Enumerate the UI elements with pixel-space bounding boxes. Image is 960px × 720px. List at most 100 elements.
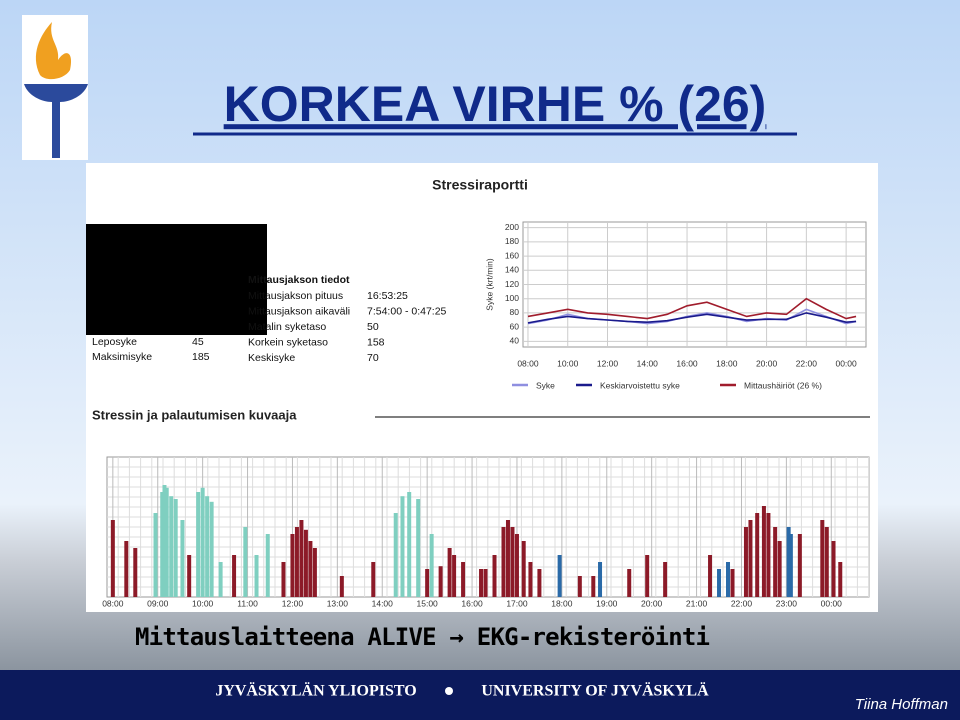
section-title: Stressin ja palautumisen kuvaaja: [92, 407, 297, 422]
x-tick-label: 10:00: [192, 598, 214, 608]
bar: [786, 527, 791, 597]
y-tick-label: 200: [505, 222, 519, 232]
x-tick-label: 17:00: [506, 598, 528, 608]
bar: [797, 534, 802, 597]
bar: [180, 520, 185, 597]
bar: [820, 520, 825, 597]
bar: [254, 555, 259, 597]
bar: [663, 562, 668, 597]
bar: [232, 555, 237, 597]
bar: [479, 569, 484, 597]
bar: [461, 562, 466, 597]
info-value: 50: [367, 321, 379, 333]
info-header: Mittausjakson tiedot: [248, 274, 350, 286]
info-value: 45: [192, 336, 204, 348]
bar: [169, 496, 174, 597]
bar: [501, 527, 506, 597]
x-tick-label: 14:00: [372, 598, 394, 608]
bar: [743, 527, 748, 597]
bar: [339, 576, 344, 597]
bar: [164, 487, 169, 597]
x-tick-label: 14:00: [637, 358, 659, 368]
bar: [110, 520, 115, 597]
footer-right: UNIVERSITY OF JYVÄSKYLÄ: [481, 682, 709, 700]
legend-label: Syke: [536, 380, 555, 390]
bar: [773, 527, 778, 597]
redacted-box: [86, 224, 267, 335]
bar: [294, 527, 299, 597]
info-label: Leposyke: [92, 336, 137, 348]
bar: [831, 541, 836, 597]
x-tick-label: 13:00: [327, 598, 349, 608]
bar: [196, 492, 201, 597]
bar: [281, 562, 286, 597]
bar: [173, 499, 178, 597]
x-tick-label: 11:00: [237, 598, 258, 608]
bar: [187, 555, 192, 597]
bar: [514, 534, 519, 597]
x-tick-label: 16:00: [461, 598, 483, 608]
stress-chart: 08:00 09:00 10:00 11:00 12:00 13:00 14:00 15:00…: [102, 456, 870, 608]
bar: [824, 527, 829, 597]
x-tick-label: 12:00: [597, 358, 619, 368]
bar: [528, 562, 533, 597]
bar: [299, 520, 304, 597]
bar: [492, 555, 497, 597]
bar: [726, 562, 731, 597]
x-tick-label: 20:00: [641, 598, 663, 608]
series-line: [527, 297, 857, 320]
caption: Mittauslaitteena ALIVE → EKG-rekisteröin…: [135, 623, 710, 651]
y-tick-label: 160: [505, 250, 519, 260]
info-value: 185: [192, 351, 210, 363]
info-label: Matalin syketaso: [248, 321, 326, 333]
info-label: Mittausjakson pituus: [248, 290, 343, 302]
bar: [505, 520, 510, 597]
x-tick-label: 22:00: [731, 598, 753, 608]
x-tick-label: 21:00: [686, 598, 708, 608]
footer-bullet: [445, 687, 453, 695]
series-line: [527, 312, 857, 324]
x-tick-label: 00:00: [821, 598, 843, 608]
info-value: 158: [367, 336, 385, 348]
x-tick-label: 08:00: [102, 598, 124, 608]
logo: [22, 15, 88, 160]
y-tick-label: 120: [505, 279, 519, 289]
bar: [429, 534, 434, 597]
bar: [124, 541, 129, 597]
info-value: 16:53:25: [367, 290, 408, 302]
info-label: Keskisyke: [248, 352, 295, 364]
y-tick-label: 80: [510, 307, 520, 317]
bar: [761, 506, 766, 597]
bar: [393, 513, 398, 597]
y-tick-label: 60: [510, 321, 520, 331]
x-tick-label: 22:00: [796, 358, 818, 368]
x-tick-label: 15:00: [417, 598, 439, 608]
author: Tiina Hoffman: [855, 696, 948, 713]
bar: [209, 501, 214, 597]
x-tick-label: 12:00: [282, 598, 304, 608]
info-value: 7:54:00 - 0:47:25: [367, 305, 447, 317]
bar: [591, 576, 596, 597]
bar: [400, 496, 405, 597]
bar: [748, 520, 753, 597]
y-axis-label: Syke (krt/min): [484, 258, 494, 311]
bar: [407, 492, 412, 597]
y-tick-label: 40: [510, 336, 520, 346]
bar: [153, 513, 158, 597]
bar: [160, 492, 165, 597]
x-tick-label: 19:00: [596, 598, 618, 608]
bar: [218, 562, 223, 597]
bar: [708, 555, 713, 597]
bar: [303, 529, 308, 597]
heart-rate-chart: 40 60 80 100 120 140 160 180 200 08:00 10:00 12:00 1…: [484, 221, 867, 390]
footer-bar: [0, 670, 960, 720]
info-table: Mittausjakson pituus 16:53:25 Mittausjakso…: [248, 290, 447, 364]
bar: [312, 548, 317, 597]
bar: [766, 513, 771, 597]
x-tick-label: 10:00: [557, 358, 579, 368]
bar: [598, 562, 603, 597]
bar: [290, 534, 295, 597]
bar: [308, 541, 313, 597]
